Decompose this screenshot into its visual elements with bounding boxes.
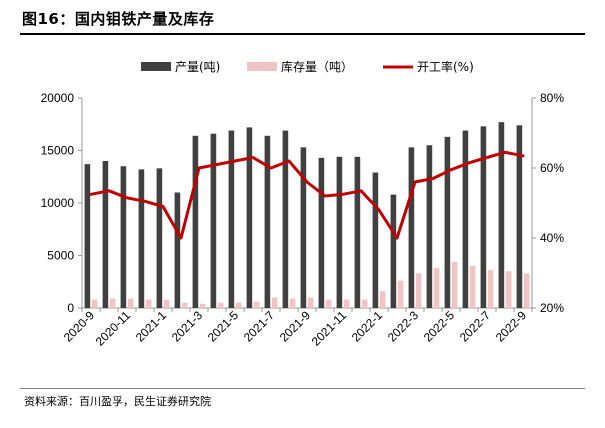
bar-production [354, 156, 361, 308]
bar-production [174, 192, 181, 308]
x-tick-label: 2021-5 [205, 308, 242, 345]
bar-production [246, 127, 253, 309]
bar-inventory [433, 268, 440, 308]
bar-inventory [523, 273, 530, 308]
bar-production [300, 147, 307, 308]
bar-inventory [145, 299, 152, 308]
bar-inventory [397, 280, 404, 308]
figure-title: 图16：国内钼铁产量及库存 [22, 10, 215, 28]
bar-inventory [361, 299, 368, 308]
bar-production [192, 135, 199, 308]
bar-inventory [199, 303, 206, 308]
x-tick-label: 2020-11 [93, 308, 134, 349]
bar-production [372, 172, 379, 308]
bar-inventory [163, 299, 170, 308]
bar-inventory [325, 299, 332, 308]
bar-production [408, 147, 415, 308]
x-tick-label: 2021-3 [169, 308, 206, 345]
legend-label-inventory: 库存量（吨） [281, 59, 353, 74]
bar-production [84, 164, 91, 308]
y-left-tick-label: 20000 [41, 91, 75, 105]
bar-inventory [91, 299, 98, 308]
bar-inventory [451, 261, 458, 308]
source-rule [20, 388, 585, 389]
y-left-tick-label: 15000 [41, 144, 75, 158]
bar-production [282, 130, 289, 308]
bar-inventory [469, 266, 476, 308]
y-right-tick-label: 40% [540, 231, 564, 245]
legend-label-utilization: 开工率(%) [417, 59, 474, 74]
x-tick-label: 2022-9 [493, 308, 530, 345]
bar-inventory [505, 271, 512, 308]
bar-production [120, 166, 127, 308]
bar-production [264, 135, 271, 308]
bar-inventory [487, 270, 494, 308]
bar-production [480, 126, 487, 308]
source-note: 资料来源：百川盈孚，民生证券研究院 [24, 395, 211, 408]
title-rule [20, 33, 585, 35]
bar-production [462, 130, 469, 308]
bar-inventory [289, 298, 296, 308]
bar-production [228, 130, 235, 308]
x-tick-label: 2022-3 [385, 308, 422, 345]
bar-production [102, 161, 109, 308]
bar-inventory [181, 302, 188, 308]
line-utilization [89, 150, 525, 240]
x-tick-label: 2022-7 [457, 308, 494, 345]
bar-inventory [415, 273, 422, 308]
y-right-tick-label: 80% [540, 91, 564, 105]
y-right-tick-label: 20% [540, 301, 564, 315]
bar-production [138, 169, 145, 308]
bar-inventory [127, 298, 134, 308]
chart: 产量(吨) 库存量（吨） 开工率(%) 0 5000 10000 15000 20000 20%… [41, 59, 565, 349]
bar-production [390, 194, 397, 308]
bar-inventory [217, 302, 224, 308]
bar-production [498, 122, 505, 309]
bar-production [210, 133, 217, 308]
y-right-tick-label: 60% [540, 161, 564, 175]
x-tick-label: 2022-1 [349, 308, 386, 345]
bar-inventory [253, 301, 260, 308]
y-left-tick-label: 0 [67, 301, 74, 315]
bar-inventory [307, 297, 314, 308]
bar-production [318, 157, 325, 308]
bar-inventory [379, 291, 386, 308]
legend-swatch-production [141, 62, 171, 71]
bar-production [444, 136, 451, 308]
x-tick-label: 2021-1 [133, 308, 170, 345]
bar-inventory [109, 298, 116, 308]
legend-swatch-inventory [247, 62, 277, 71]
bar-production [156, 168, 163, 308]
bar-production [336, 156, 343, 308]
bar-production [426, 145, 433, 308]
y-left-tick-label: 5000 [47, 249, 74, 263]
y-left-tick-label: 10000 [41, 196, 75, 210]
bar-inventory [271, 297, 278, 308]
x-tick-label: 2022-5 [421, 308, 458, 345]
bar-production [516, 125, 523, 308]
bar-inventory [235, 302, 242, 308]
bar-inventory [343, 299, 350, 308]
x-tick-label: 2021-11 [309, 308, 350, 349]
x-tick-label: 2021-7 [241, 308, 278, 345]
legend-label-production: 产量(吨) [175, 60, 220, 74]
